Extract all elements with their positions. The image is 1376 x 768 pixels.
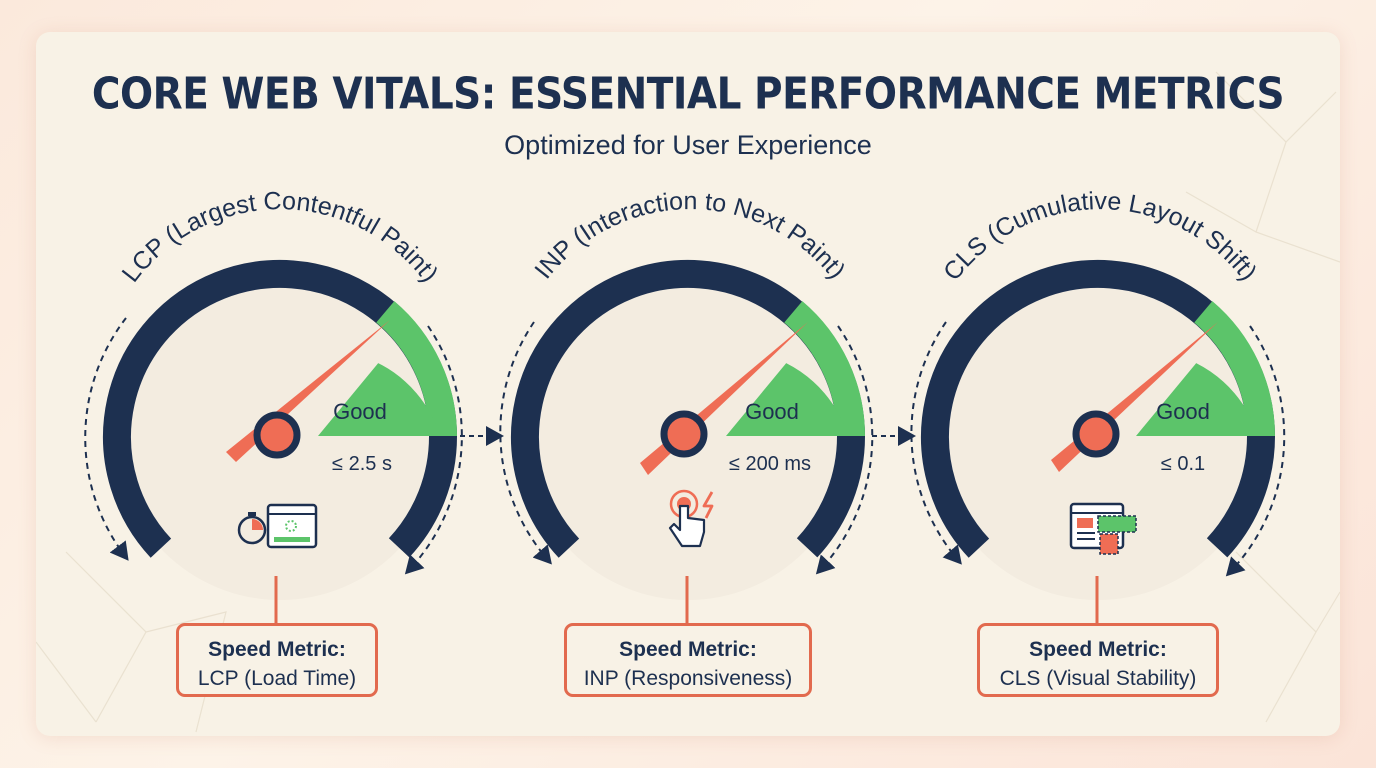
tap-hand-lightning-icon [668, 489, 714, 548]
background-pattern [36, 71, 1340, 733]
dashed-arc [1225, 325, 1286, 577]
metric-box-text: LCP (Load Time) [197, 667, 357, 690]
metric-box-cls: Speed Metric: CLS (Visual Stability) [977, 623, 1219, 697]
threshold-label: ≤ 0.1 [1161, 453, 1205, 475]
metric-box-heading: Speed Metric: [619, 638, 757, 661]
metric-box-lcp: Speed Metric: LCP (Load Time) [176, 623, 378, 697]
gauge-arc-end [1206, 435, 1276, 558]
gauge-arc-end [388, 435, 458, 558]
good-zone-arc [376, 301, 457, 437]
needle-hub [660, 410, 708, 458]
good-label: Good [745, 399, 799, 424]
dashed-arc [84, 317, 129, 561]
good-label: Good [333, 399, 387, 424]
dashed-arc [815, 325, 874, 575]
gauge-lcp: Good ≤ 2.5 s LCP (Largest Contentful Pai… [84, 187, 463, 600]
good-zone-arc [784, 301, 865, 437]
metric-box-text: INP (Responsiveness) [583, 667, 793, 690]
gauge-cls: Good ≤ 0.1 CLS (Cumulative Layout Shift) [910, 187, 1286, 600]
metric-box-text: CLS (Visual Stability) [999, 667, 1197, 690]
layout-shift-window-icon [1069, 502, 1137, 555]
metric-box-heading: Speed Metric: [1029, 638, 1167, 661]
dashed-arc [499, 321, 552, 565]
gauge-arc-end [796, 435, 866, 558]
stopwatch-loading-window-icon [237, 503, 318, 549]
page-subtitle: Optimized for User Experience [504, 130, 872, 160]
metric-box-inp: Speed Metric: INP (Responsiveness) [564, 623, 812, 697]
page-title: CORE WEB VITALS: ESSENTIAL PERFORMANCE M… [91, 69, 1285, 120]
good-zone-wedge [318, 363, 440, 436]
needle-hub [1072, 410, 1120, 458]
good-zone-wedge [726, 363, 848, 436]
good-zone-arc [1194, 301, 1275, 437]
dashed-arc [404, 325, 463, 575]
dashed-arc [910, 321, 962, 565]
threshold-label: ≤ 200 ms [729, 453, 811, 475]
threshold-label: ≤ 2.5 s [332, 453, 392, 475]
metric-box-heading: Speed Metric: [208, 638, 346, 661]
gauge-inp: Good ≤ 200 ms INP (Interaction to Next P… [499, 187, 874, 600]
good-label: Good [1156, 399, 1210, 424]
needle-hub [253, 411, 301, 459]
good-zone-wedge [1136, 363, 1258, 436]
